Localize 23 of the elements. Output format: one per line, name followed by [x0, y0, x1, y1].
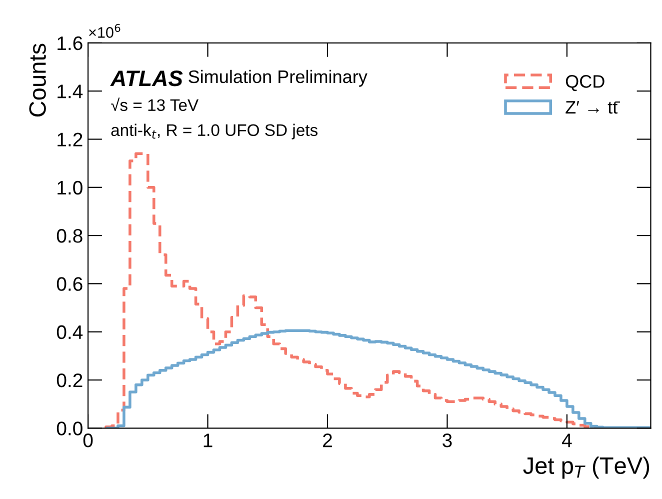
y-tick-label: 0.4 — [56, 325, 83, 340]
legend-label: Z′ → tt̄ — [566, 101, 620, 114]
y-tick-label: 0.0 — [56, 422, 82, 436]
x-tick-label: 0 — [83, 434, 93, 448]
y-tick-label: 1.6 — [58, 36, 82, 50]
y-tick-label: 0.2 — [56, 373, 82, 388]
x-tick-label: 2 — [323, 434, 332, 448]
x-tick-label: 3 — [442, 434, 452, 448]
x-axis-title: Jet p$_{T}$ (TeV) — [523, 456, 650, 479]
y-tick-label: 0.8 — [56, 228, 82, 243]
x-tick-label: 4 — [562, 434, 572, 448]
y-tick-label: 1.2 — [58, 132, 82, 146]
annotation: anti-k$_{t}$, R = 1.0 UFO SD jets — [111, 124, 318, 140]
x-tick-label: 1 — [204, 434, 212, 448]
text: ×10$^{6}$ — [89, 24, 120, 38]
y-axis-title: Counts — [29, 44, 46, 117]
annotation: √s = 13 TeV — [110, 98, 199, 112]
y-tick-label: 1.4 — [58, 84, 83, 98]
annotation: ATLAS — [110, 70, 183, 86]
y-tick-label: 0.6 — [56, 277, 82, 291]
legend-label: QCD — [566, 75, 604, 92]
annotation: Simulation Preliminary — [188, 70, 368, 87]
y-tick-label: 1.0 — [58, 180, 82, 195]
